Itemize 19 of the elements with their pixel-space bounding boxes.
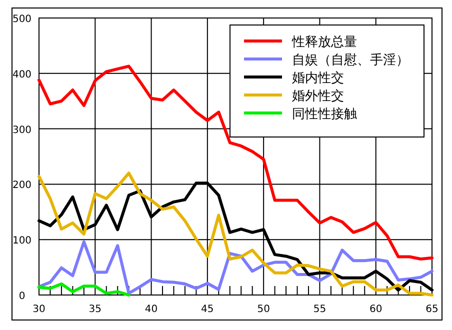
legend-label: 同性性接触 — [292, 107, 357, 122]
x-tick-label: 55 — [313, 304, 326, 315]
x-tick-label: 35 — [88, 304, 102, 315]
legend-label: 性释放总量 — [291, 35, 357, 50]
y-tick-label: 300 — [12, 124, 32, 136]
legend-label: 婚外性交 — [292, 88, 344, 104]
x-tick-label: 30 — [32, 304, 46, 315]
x-tick-label: 60 — [369, 304, 382, 315]
legend-label: 自娱（自慰、手淫） — [292, 53, 409, 68]
y-tick-label: 100 — [12, 236, 32, 247]
y-tick-label: 0 — [18, 291, 26, 302]
y-tick-label: 400 — [12, 69, 32, 80]
y-tick-label: 200 — [12, 180, 32, 192]
x-tick-label: 40 — [144, 304, 158, 315]
x-tick-label: 45 — [201, 304, 214, 315]
x-tick-label: 50 — [257, 304, 270, 315]
y-tick-label: 500 — [12, 14, 32, 25]
x-tick-label: 65 — [426, 304, 438, 315]
legend-label: 婚内性交 — [292, 70, 344, 86]
